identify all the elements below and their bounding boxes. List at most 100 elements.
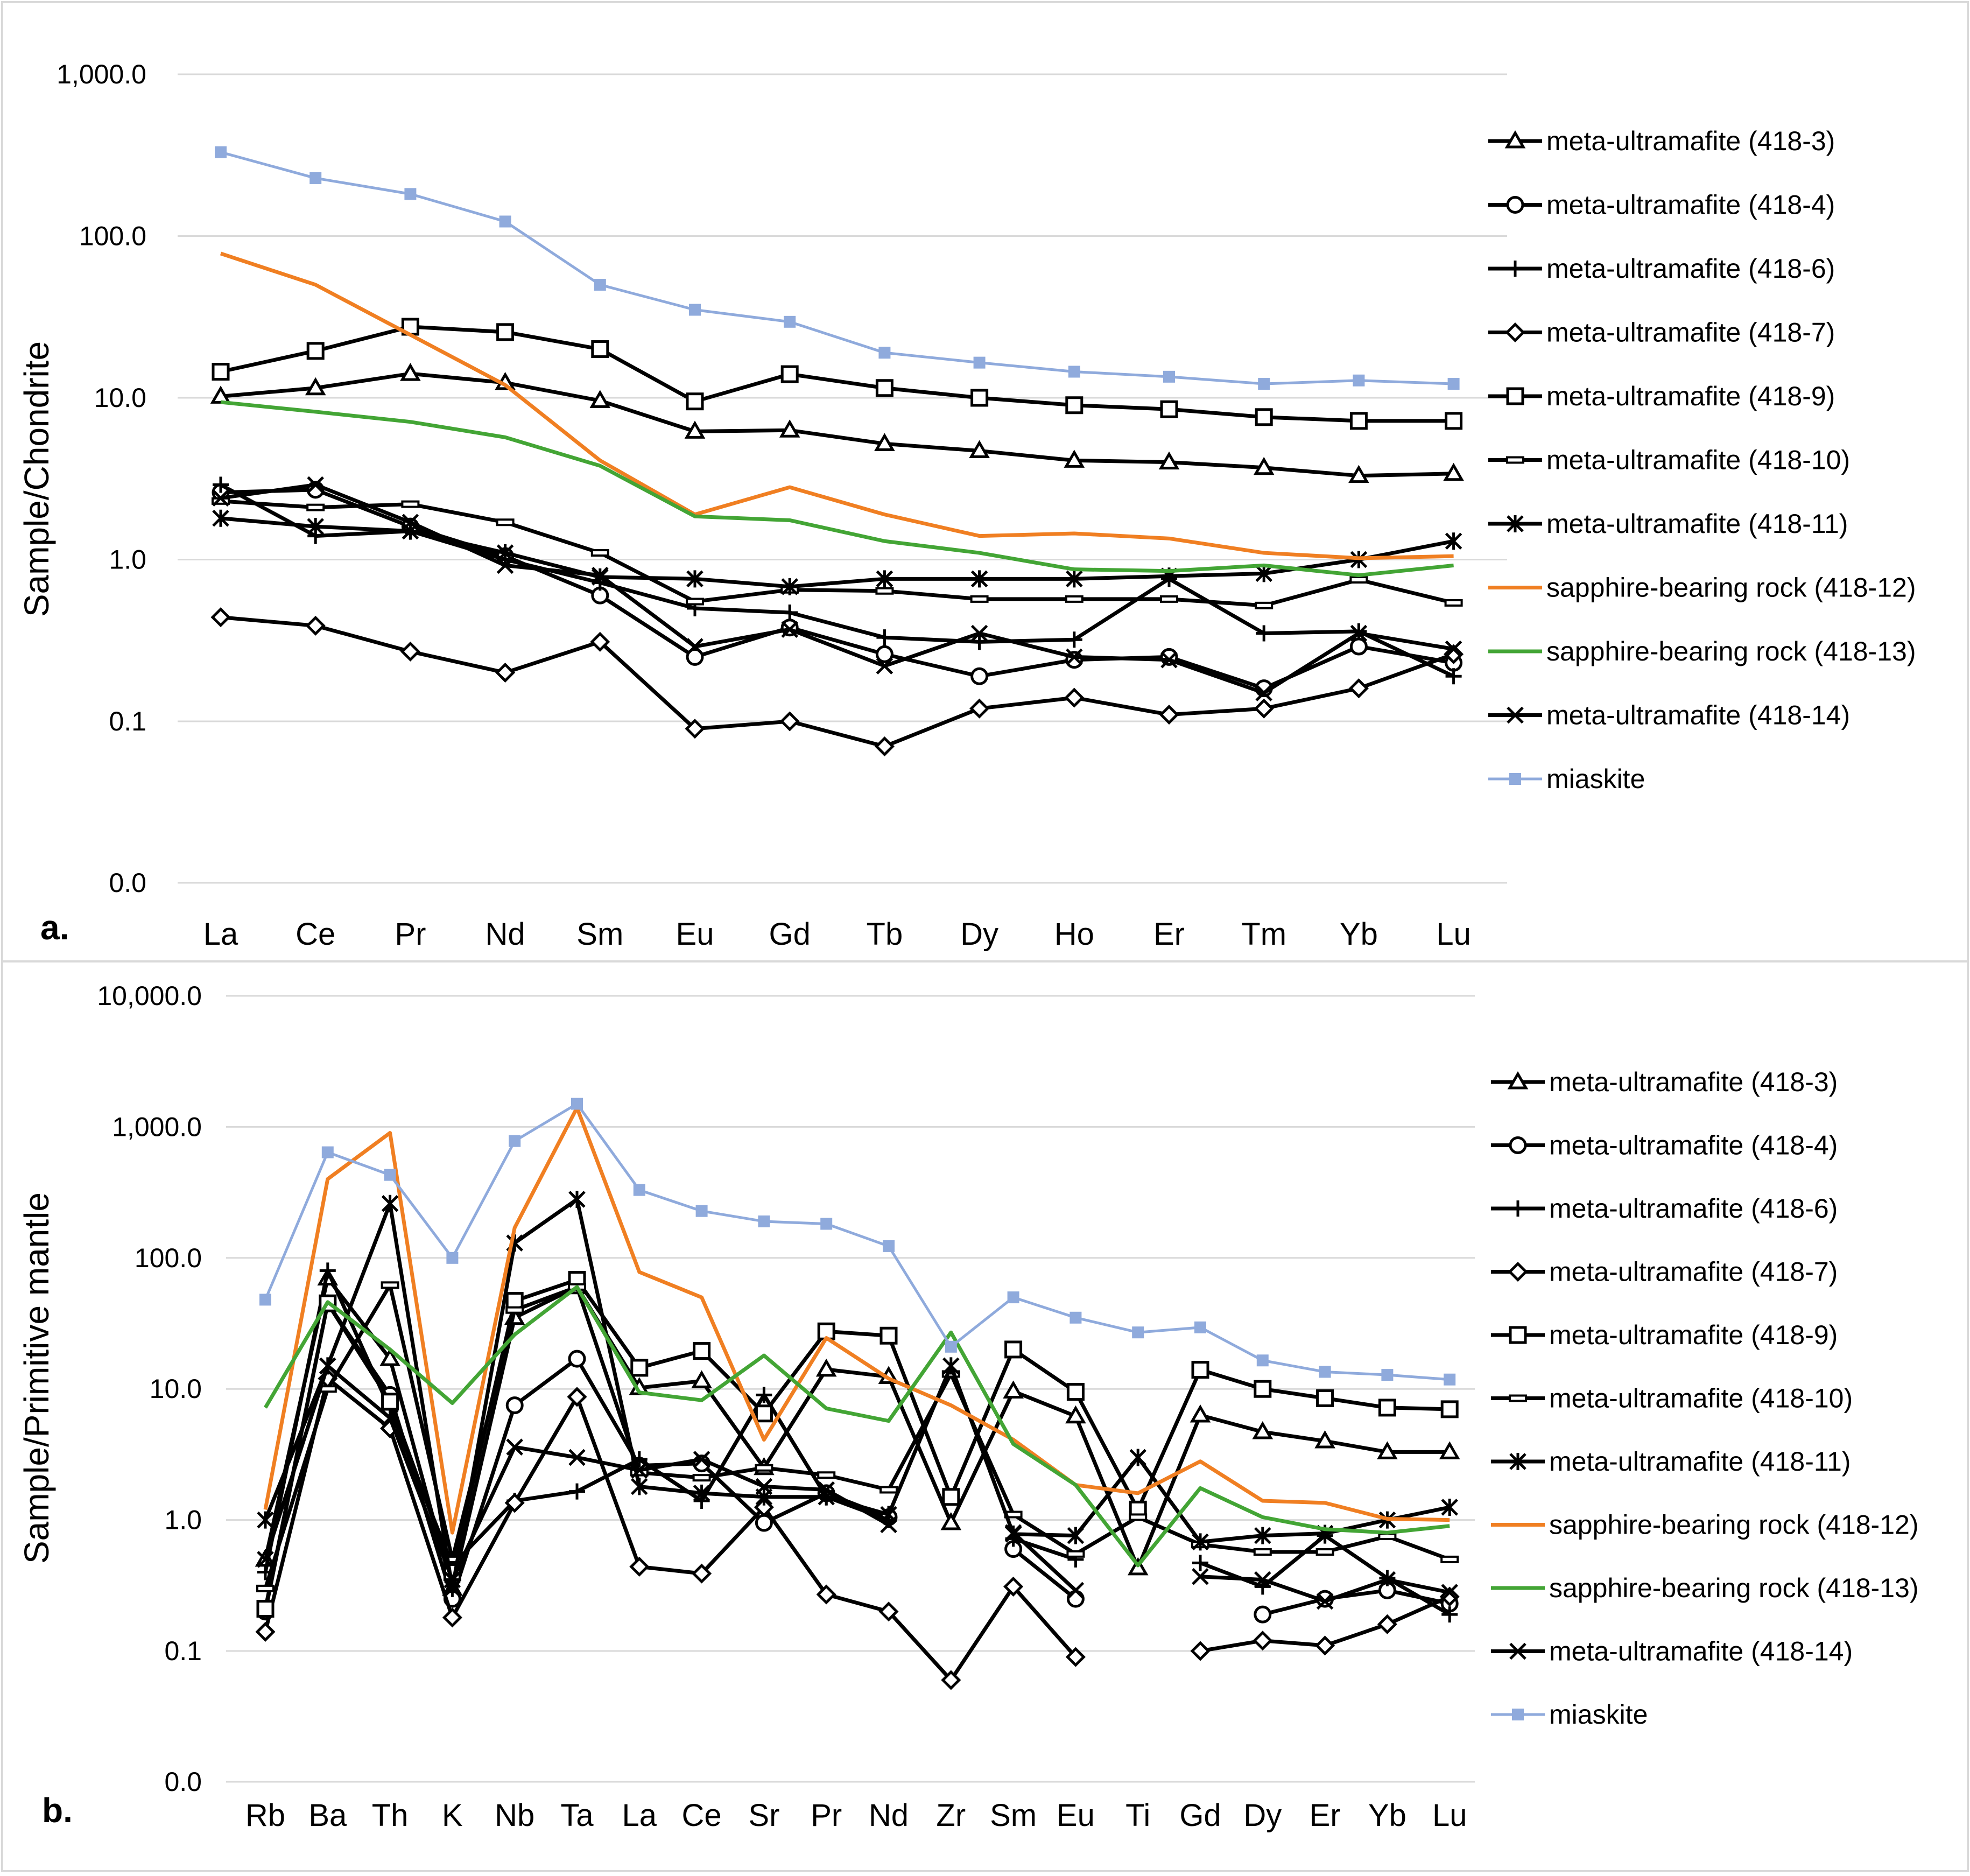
panel-a-series-meta-ultramafite-418-10-point [590,549,609,557]
panel-b-legend-meta-ultramafite-418-11: meta-ultramafite (418-11) [1491,1446,1851,1477]
panel-b-x-tick-label: K [442,1798,463,1833]
panel-a-x-tick-label: Lu [1436,917,1471,952]
panel-b-series-meta-ultramafite-418-9-point [880,1326,898,1345]
panel-a-x-tick-label: Ce [296,917,335,952]
panel-b-series-meta-ultramafite-418-6-point [756,1387,772,1403]
panel-a-x-tick-label: Ho [1054,917,1094,952]
panel-a-series-meta-ultramafite-418-4-point [1349,637,1368,656]
panel-a-series-meta-ultramafite-418-14-line [220,483,1454,695]
panel-a-series-meta-ultramafite-418-9 [212,318,1463,430]
panel-a-series-meta-ultramafite-418-11-point [1445,532,1462,550]
panel-a-x-tick-label: Dy [960,917,998,952]
panel-a-series-meta-ultramafite-418-11 [212,509,1462,595]
panel-b-series-meta-ultramafite-418-3-point [691,1370,712,1388]
panel-b-series-meta-ultramafite-418-10-point [505,1306,524,1314]
panel-a-series-meta-ultramafite-418-3-point [589,390,611,408]
panel-a-series-meta-ultramafite-418-3-point [1158,451,1180,470]
panel-b-series-sapphire-bearing-rock-418-12-line [263,1106,1450,1535]
panel-b-series-meta-ultramafite-418-3-point [1314,1430,1335,1449]
panel-b-legend-sapphire-bearing-rock-418-12-label: sapphire-bearing rock (418-12) [1549,1510,1918,1540]
panel-b-series-meta-ultramafite-418-9-point [1191,1361,1209,1379]
panel-b-series-meta-ultramafite-418-10-point [755,1464,773,1472]
panel-b-series-meta-ultramafite-418-7-point [504,1493,525,1513]
panel-a-series-meta-ultramafite-418-6-point [971,634,988,650]
panel-b-series-meta-ultramafite-418-10-point [1440,1555,1459,1563]
panel-a-legend-miaskite-marker [1509,773,1521,785]
panel-a-series-sapphire-bearing-rock-418-12-line [220,251,1454,560]
panel-a-series-meta-ultramafite-418-3-point [684,420,706,439]
panel-b-series-meta-ultramafite-418-4-point [505,1396,524,1415]
panel-b-series-meta-ultramafite-418-6-point [569,1483,585,1500]
panel-b-plot: 0.0 0.1 1.0 10.0 100.0 1,000.0 10,000.0 Rb Ba Th K… [17,981,1918,1833]
panel-b-series-meta-ultramafite-418-9-point [256,1600,275,1618]
panel-b-x-tick-label: Ti [1125,1798,1150,1833]
panel-a-series-meta-ultramafite-418-14-point [970,624,988,642]
panel-a-series-meta-ultramafite-418-7-point [685,719,705,739]
panel-a-series-meta-ultramafite-418-11-point [686,570,703,588]
panel-b-legend-sapphire-bearing-rock-418-13: sapphire-bearing rock (418-13) [1491,1573,1918,1603]
panel-b-series-meta-ultramafite-418-3-line [263,1276,1450,1591]
panel-a-series-meta-ultramafite-418-9-point [1160,400,1178,418]
panel-b-series-meta-ultramafite-418-11-point [1129,1449,1146,1466]
panel-b-series-miaskite-point [883,1240,895,1252]
panel-b-series-meta-ultramafite-418-11-point [631,1478,648,1495]
panel-b-series-meta-ultramafite-418-11-point [381,1195,399,1212]
panel-a-x-tick-label: Nd [486,917,525,952]
panel-b-legend-meta-ultramafite-418-4-label: meta-ultramafite (418-4) [1549,1130,1838,1161]
panel-a-x-tick-label: Eu [676,917,714,952]
panel-b-series-meta-ultramafite-418-14-line [1012,1531,1077,1592]
panel-b-legend-meta-ultramafite-418-7-label: meta-ultramafite (418-7) [1549,1257,1838,1287]
panel-a-series-meta-ultramafite-418-9-point [306,342,325,360]
panel-b-legend-miaskite-marker [1512,1709,1524,1720]
panel-a-series-meta-ultramafite-418-11-line [220,516,1454,589]
panel-b-series-meta-ultramafite-418-14-point [693,1451,710,1468]
panel-b-series-meta-ultramafite-418-14-point [506,1438,523,1456]
panel-a-legend-meta-ultramafite-418-10: meta-ultramafite (418-10) [1488,445,1850,475]
panel-a-series-meta-ultramafite-418-14-point [781,621,798,638]
panel-a-legend-meta-ultramafite-418-11-marker [1507,515,1524,532]
panel-b-x-tick-label: Zr [936,1798,966,1833]
panel-b-series-meta-ultramafite-418-10 [256,1281,1459,1592]
panel-b-legend-meta-ultramafite-418-10-label: meta-ultramafite (418-10) [1549,1383,1853,1414]
panel-b-legend-meta-ultramafite-418-10: meta-ultramafite (418-10) [1491,1383,1853,1414]
panel-b-y-tick-label: 10,000.0 [97,981,202,1011]
panel-b-series-meta-ultramafite-418-14-point [880,1516,897,1534]
panel-a-series-miaskite-point [499,215,511,228]
panel-b-series-meta-ultramafite-418-9-point [693,1342,711,1360]
panel-a-series-meta-ultramafite-418-3-point [969,440,990,459]
panel-a-series-meta-ultramafite-418-11-point [496,544,514,562]
panel-a-series-meta-ultramafite-418-14-point [307,476,324,494]
panel-a-series-meta-ultramafite-418-14-point [212,489,229,507]
panel-a-series-meta-ultramafite-418-11-point [876,570,893,588]
panel-b-legend-sapphire-bearing-rock-418-12: sapphire-bearing rock (418-12) [1491,1510,1918,1540]
panel-b-series-meta-ultramafite-418-9-point [630,1359,649,1377]
panel-b-legend-meta-ultramafite-418-9-label: meta-ultramafite (418-9) [1549,1320,1838,1350]
panel-a-series-meta-ultramafite-418-3-point [305,377,326,396]
panel-b-series-meta-ultramafite-418-14-point [755,1478,773,1495]
panel-a-series-sapphire-bearing-rock-418-13 [220,400,1454,578]
panel-b-letter: b. [42,1791,73,1830]
panel-a-series-meta-ultramafite-418-9-point [1445,412,1463,430]
panel-a-series-miaskite-point [594,278,606,291]
panel-b-series-miaskite-point [1256,1354,1269,1367]
panel-b-series-meta-ultramafite-418-14-point [568,1449,586,1466]
panel-b-series-meta-ultramafite-418-7-point [1003,1576,1024,1597]
panel-a-series-meta-ultramafite-418-7-point [1159,705,1179,725]
panel-a-series-meta-ultramafite-418-11-point [781,578,798,595]
panel-b-series-meta-ultramafite-418-14-point [1441,1584,1458,1601]
panel-b-series-miaskite-point [1444,1373,1456,1386]
panel-a-y-tick-label: 0.0 [109,868,146,898]
panel-b-series-meta-ultramafite-418-9-point [942,1488,960,1506]
panel-b-series-meta-ultramafite-418-14-point [381,1409,399,1427]
panel-b-series-meta-ultramafite-418-10-point [1066,1550,1085,1558]
panel-a-series-meta-ultramafite-418-10-point [1444,599,1463,607]
panel-a-series-miaskite-point [1353,374,1365,387]
panel-a-series-meta-ultramafite-418-3-line [220,371,1454,478]
panel-b-series-meta-ultramafite-418-10-point [1129,1513,1148,1521]
panel-a-series-meta-ultramafite-418-6-point [1066,631,1082,648]
panel-a-series-meta-ultramafite-418-6-point [213,476,229,493]
panel-a-series-miaskite-line [220,151,1454,385]
panel-a-x-tick-label: Pr [395,917,426,952]
